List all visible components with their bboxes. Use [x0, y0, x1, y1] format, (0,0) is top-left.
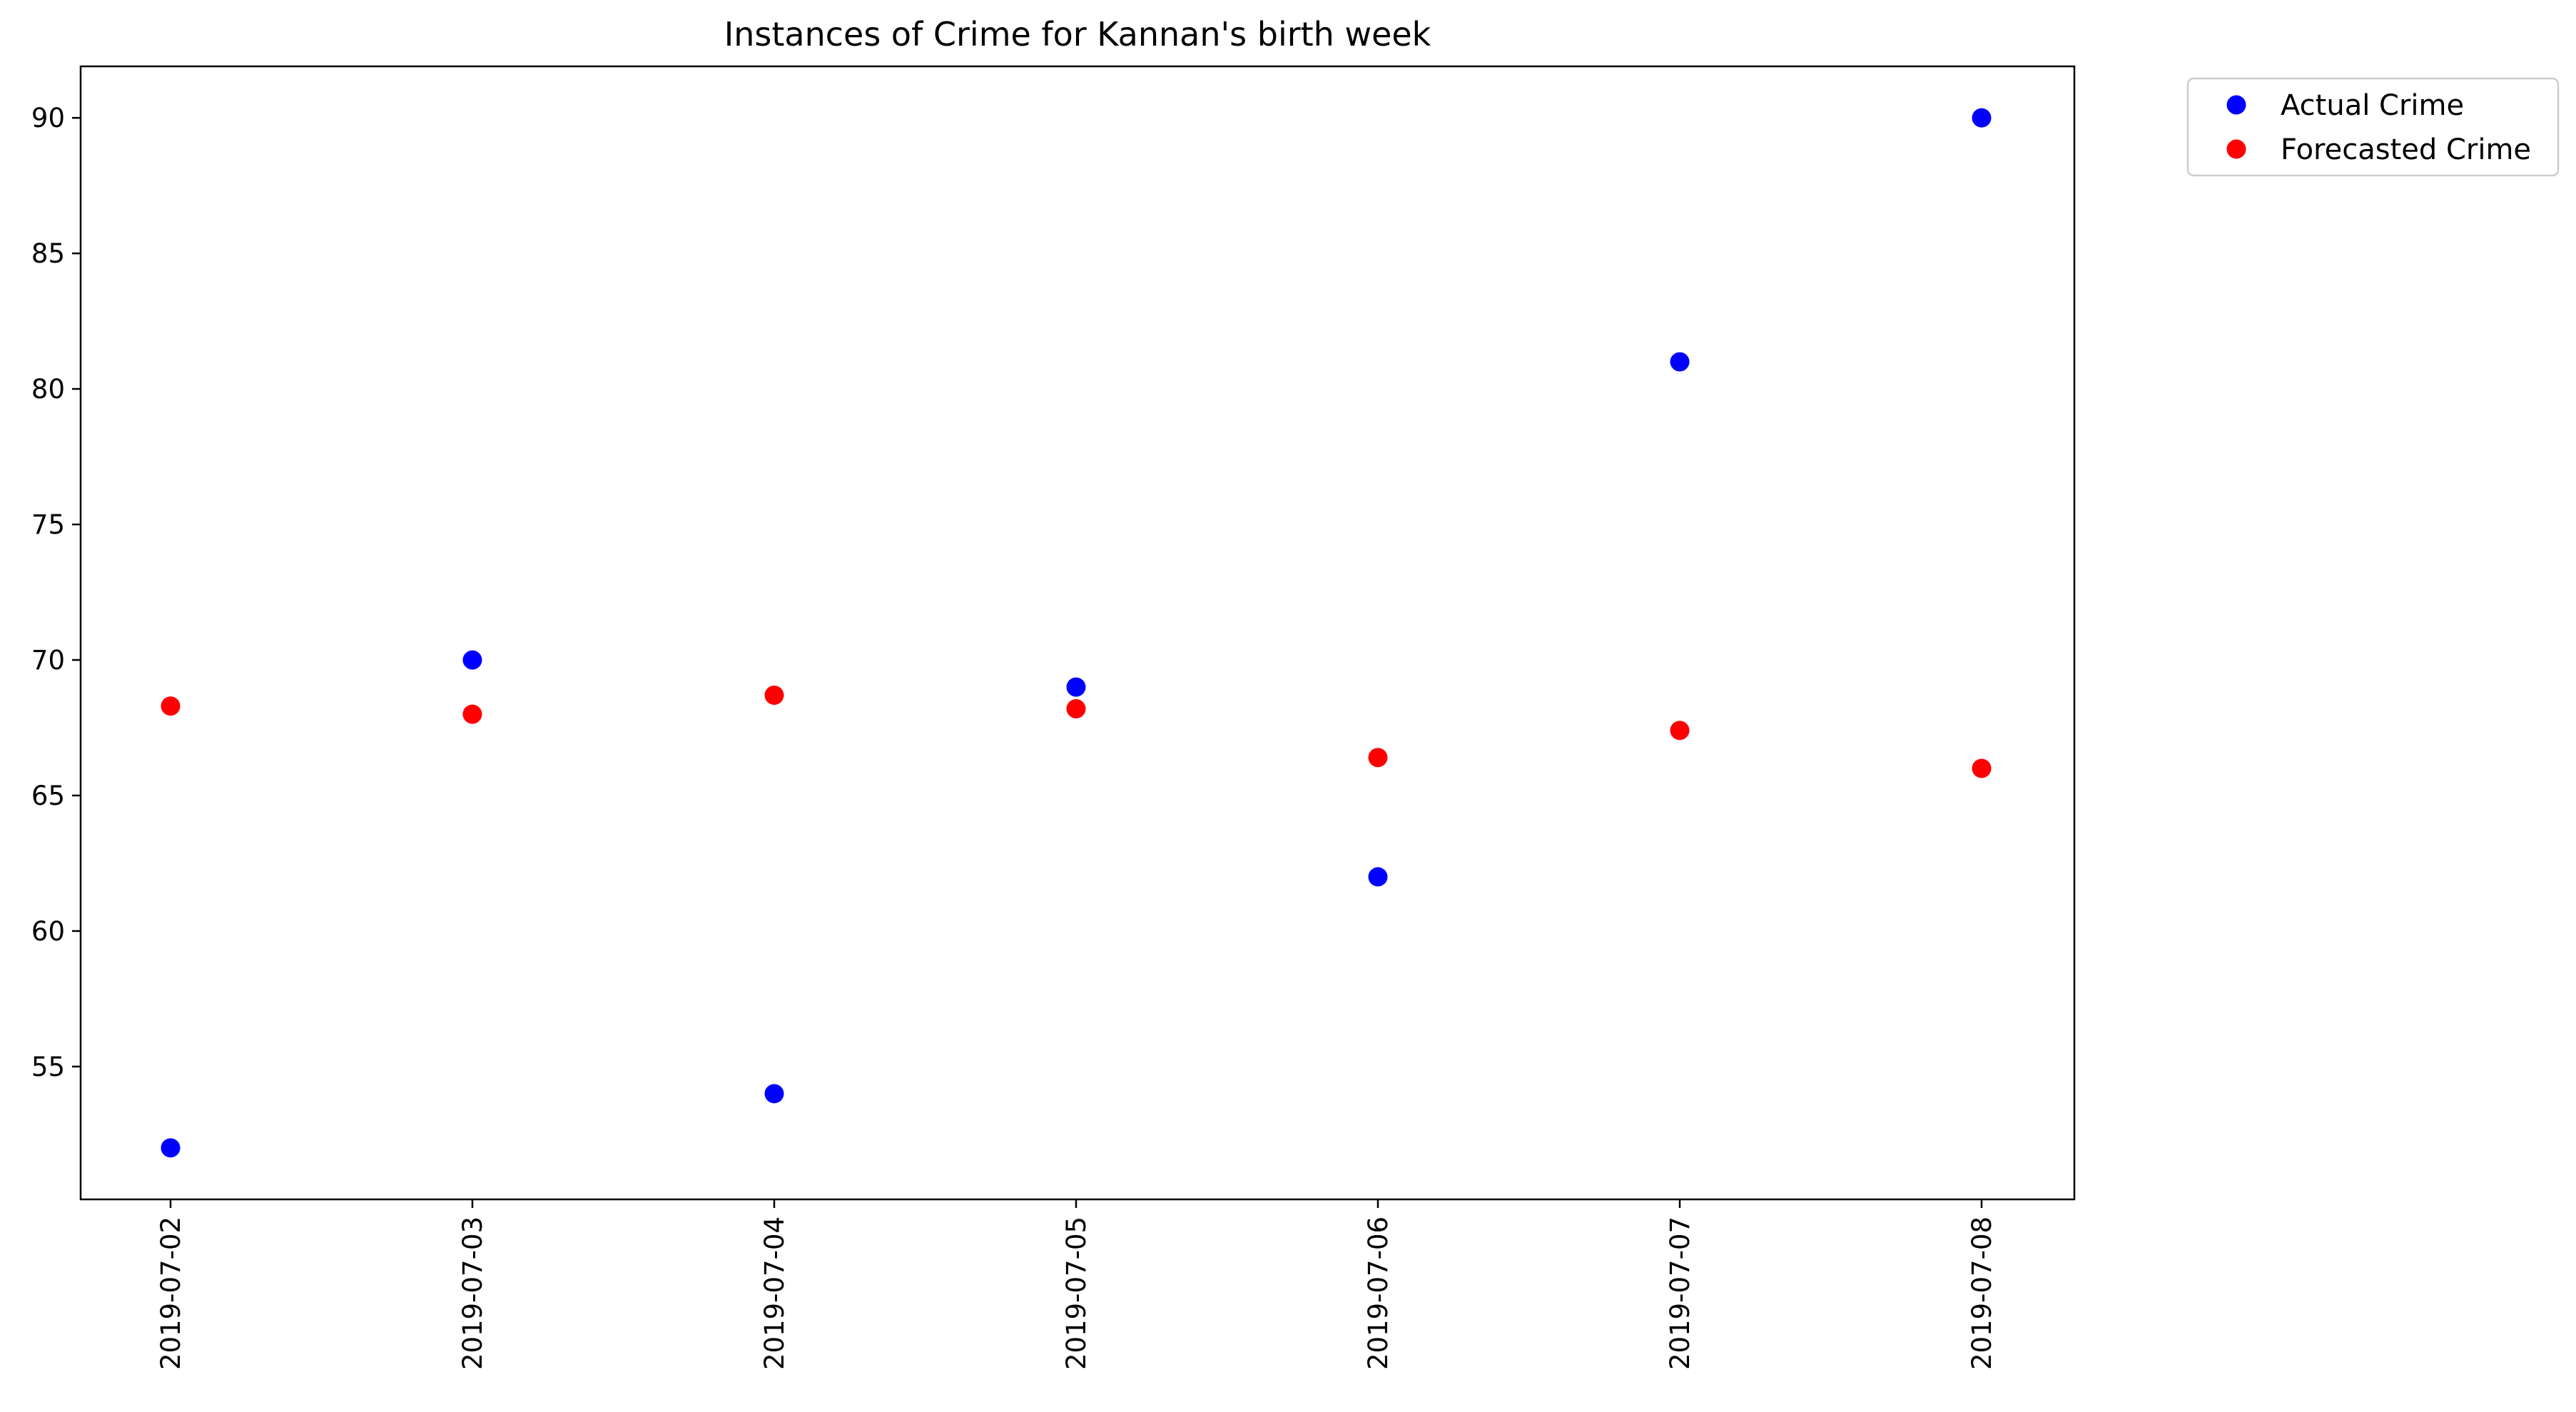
forecasted-crime-point	[1368, 748, 1388, 768]
x-tick-label: 2019-07-03	[457, 1217, 488, 1370]
forecasted-crime-point	[1066, 699, 1086, 718]
y-tick-label: 65	[31, 781, 65, 811]
legend-box	[2186, 77, 2560, 177]
actual-crime-point	[1368, 867, 1388, 887]
actual-crime-point	[161, 1138, 181, 1158]
x-axis: 2019-07-02 2019-07-03 2019-07-04 2019-07-05…	[156, 1199, 1997, 1370]
forecasted-crime-point	[1972, 758, 1992, 778]
actual-crime-point	[1670, 352, 1690, 372]
y-tick-label: 60	[31, 916, 65, 947]
actual-crime-point	[764, 1084, 784, 1104]
y-axis: 55 60 65 70 75 80 85 90	[31, 103, 81, 1082]
data-points	[161, 108, 1992, 1158]
y-tick-label: 75	[31, 509, 65, 540]
x-tick-label: 2019-07-02	[156, 1217, 186, 1370]
x-tick-label: 2019-07-04	[759, 1217, 790, 1370]
plot-frame	[79, 65, 2076, 1201]
x-tick-label: 2019-07-06	[1363, 1217, 1394, 1370]
forecasted-crime-point	[1670, 721, 1690, 741]
legend-marker	[2226, 139, 2246, 159]
x-tick-label: 2019-07-08	[1967, 1217, 1997, 1370]
y-tick-label: 70	[31, 645, 65, 676]
forecasted-crime-point	[161, 696, 181, 716]
y-tick-label: 90	[31, 103, 65, 133]
legend-label: Forecasted Crime	[2281, 133, 2531, 166]
x-tick-label: 2019-07-07	[1665, 1217, 1695, 1370]
actual-crime-point	[1972, 108, 1992, 128]
y-tick-label: 85	[31, 238, 65, 269]
forecasted-crime-point	[764, 685, 784, 705]
legend-marker	[2226, 95, 2246, 115]
forecasted-crime-point	[462, 704, 482, 724]
y-tick-label: 80	[31, 374, 65, 405]
actual-crime-point	[462, 650, 482, 670]
legend-label: Actual Crime	[2281, 89, 2464, 122]
actual-crime-point	[1066, 677, 1086, 697]
x-tick-label: 2019-07-05	[1061, 1217, 1092, 1370]
legend: Actual Crime Forecasted Crime	[2186, 77, 2560, 177]
y-tick-label: 55	[31, 1052, 65, 1082]
chart-title: Instances of Crime for Kannan's birth we…	[724, 15, 1431, 54]
